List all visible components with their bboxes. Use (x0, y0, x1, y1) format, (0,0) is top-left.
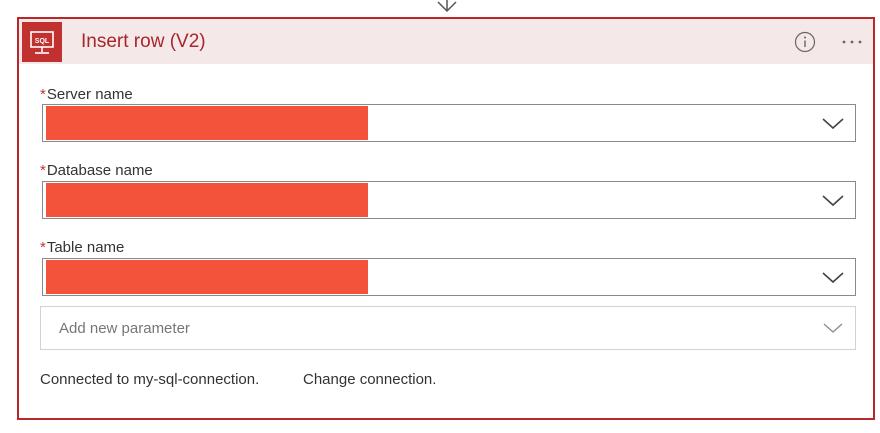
action-title: Insert row (V2) (81, 31, 206, 52)
sql-server-icon: SQL (22, 22, 62, 62)
redacted-value (46, 260, 368, 294)
chevron-down-icon[interactable] (821, 320, 845, 336)
database-name-dropdown[interactable] (42, 181, 856, 219)
database-name-label-text: Database name (46, 162, 153, 179)
more-options-icon[interactable] (839, 31, 865, 53)
chevron-down-icon[interactable] (821, 269, 845, 285)
redacted-value (46, 106, 368, 140)
table-name-label: *Table name (40, 239, 124, 257)
sql-icon-text: SQL (35, 38, 50, 45)
server-name-dropdown[interactable] (42, 104, 856, 142)
connection-status: Connected to my-sql-connection. (40, 371, 260, 388)
required-marker: * (40, 86, 46, 103)
card-header[interactable]: SQL Insert row (V2) (19, 19, 873, 64)
info-icon[interactable] (794, 31, 816, 53)
flow-arrow-icon (437, 0, 457, 13)
database-name-label: *Database name (40, 162, 153, 180)
add-new-parameter-dropdown[interactable]: Add new parameter (40, 306, 856, 350)
change-connection-link[interactable]: Change connection. (303, 371, 437, 388)
server-name-label-text: Server name (46, 86, 133, 103)
required-marker: * (40, 239, 46, 256)
chevron-down-icon[interactable] (821, 192, 845, 208)
required-marker: * (40, 162, 46, 179)
table-name-dropdown[interactable] (42, 258, 856, 296)
insert-row-action-card: SQL Insert row (V2) *Server name (17, 17, 875, 420)
redacted-value (46, 183, 368, 217)
server-name-label: *Server name (40, 86, 133, 104)
table-name-label-text: Table name (46, 239, 125, 256)
chevron-down-icon[interactable] (821, 115, 845, 131)
add-new-parameter-placeholder: Add new parameter (59, 320, 190, 337)
